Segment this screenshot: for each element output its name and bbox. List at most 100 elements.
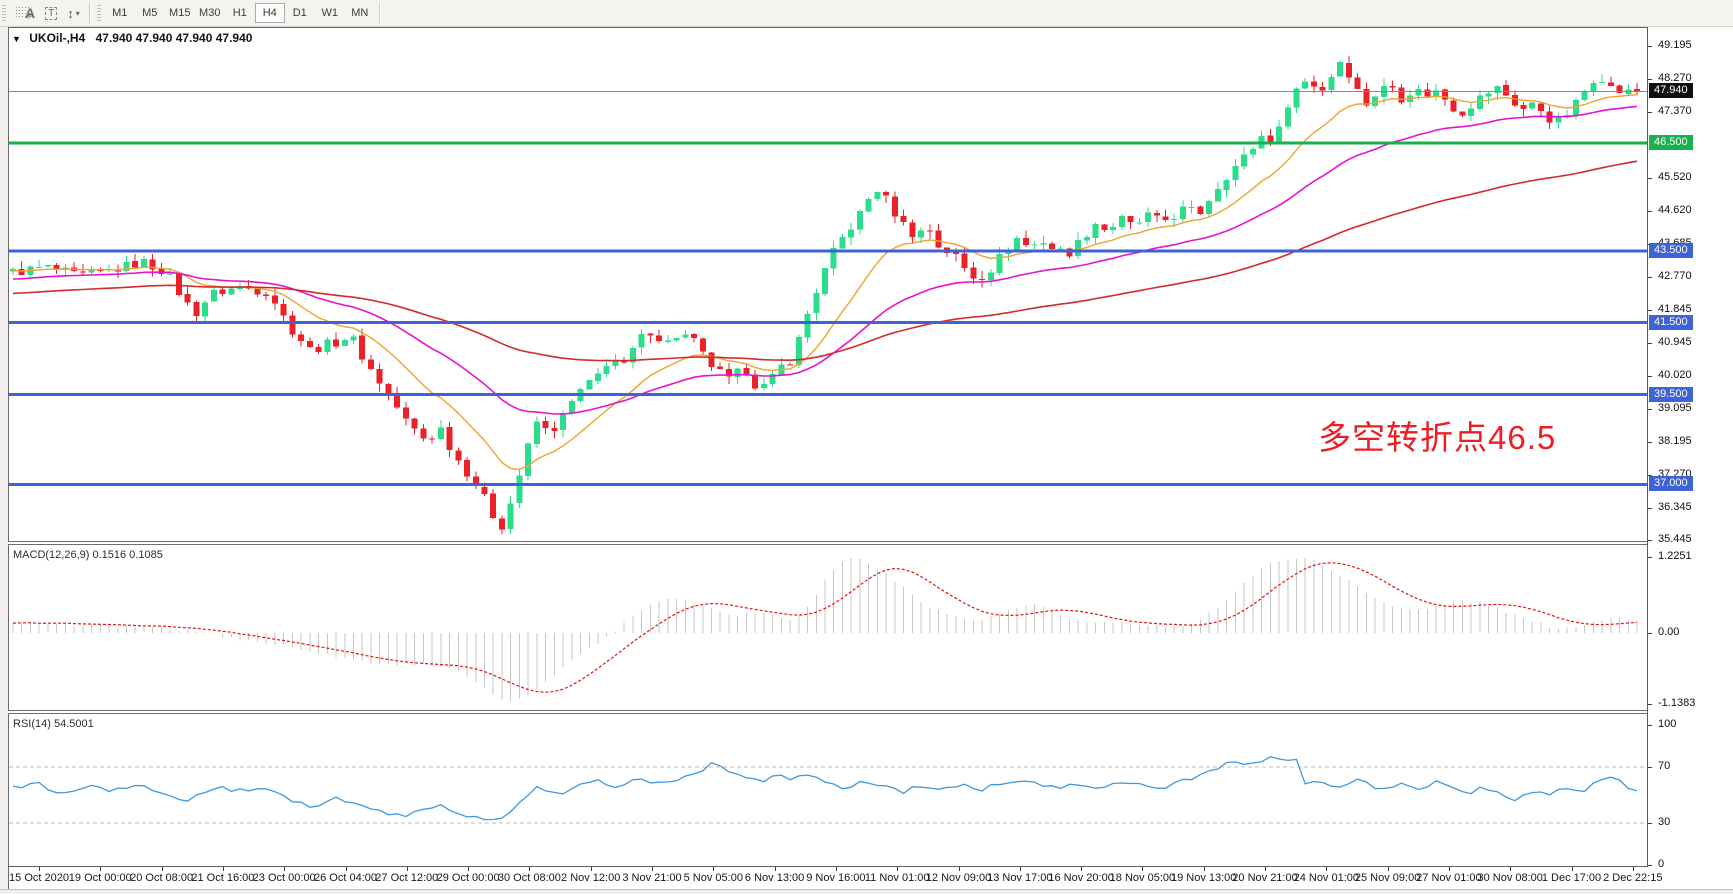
price-tick-label: 45.520 — [1658, 171, 1692, 184]
rsi-indicator-chart[interactable] — [9, 715, 1647, 866]
time-tick-mark — [1387, 867, 1389, 871]
timeframe-button-w1[interactable]: W1 — [315, 3, 345, 23]
chart-symbol-period: UKOil-,H4 — [29, 31, 86, 45]
price-tick-label: 40.945 — [1658, 335, 1692, 348]
price-tick-mark — [1648, 508, 1652, 510]
time-tick-mark — [1265, 867, 1266, 871]
snap-grid-icon[interactable]: F — [10, 2, 33, 24]
chart-frame-top — [8, 27, 1733, 28]
snap-grid-glyph: F — [16, 7, 33, 20]
chart-title: ▼ UKOil-,H4 47.940 47.940 47.940 47.940 — [12, 31, 252, 45]
macd-scale-label: -1.1383 — [1658, 696, 1696, 709]
time-tick-label: 27 Nov 01:00 — [1416, 872, 1482, 884]
time-scale[interactable]: 15 Oct 2020 19 Oct 00:00 20 Oct 08:00 21 Oc… — [9, 867, 1733, 888]
price-tick-mark — [1648, 310, 1652, 312]
price-tick-label: 35.445 — [1658, 533, 1692, 546]
timeframe-button-m1[interactable]: M1 — [105, 3, 135, 23]
rsi-tick-mark — [1648, 865, 1652, 866]
macd-scale-label: 0.00 — [1658, 626, 1680, 638]
price-level-badge: 46.500 — [1649, 135, 1693, 151]
time-tick-mark — [590, 867, 592, 871]
price-tick-mark — [1648, 342, 1652, 344]
text-tool-glyph: T — [45, 6, 58, 20]
price-tick-mark — [1648, 474, 1652, 476]
chart-frame-left — [8, 27, 9, 889]
panel-splitter-rsi[interactable] — [8, 710, 1733, 714]
time-tick-mark — [1019, 867, 1021, 871]
top-toolbar: F A T ↕ ▾ M1 M5 M15 M30 H1 H4 D1 W1 MN — [0, 0, 1733, 27]
chart-quote-values: 47.940 47.940 47.940 47.940 — [95, 31, 253, 45]
time-tick-mark — [713, 867, 715, 871]
price-scale[interactable]: 49.19548.27047.37045.52044.62043.68542.7… — [1648, 27, 1733, 889]
macd-indicator-chart[interactable] — [9, 546, 1647, 710]
rsi-level-lines — [9, 766, 1647, 824]
time-tick-mark — [284, 867, 286, 871]
timeframe-button-h1[interactable]: H1 — [225, 3, 255, 23]
time-tick-mark — [222, 867, 224, 871]
timeframe-button-d1[interactable]: D1 — [285, 3, 315, 23]
macd-label: MACD(12,26,9) 0.1516 0.1085 — [13, 549, 163, 561]
price-tick-mark — [1648, 178, 1652, 180]
price-tick-mark — [1648, 375, 1652, 377]
price-tick-mark — [1648, 277, 1652, 279]
time-tick-label: 19 Oct 00:00 — [68, 872, 132, 884]
time-tick-mark — [39, 867, 40, 871]
time-tick-mark — [1203, 867, 1205, 871]
text-tool-icon[interactable]: T — [40, 2, 62, 24]
time-tick-mark — [1081, 867, 1083, 871]
time-tick-label: 16 Nov 20:00 — [1048, 872, 1114, 884]
timeframe-button-m5[interactable]: M5 — [135, 3, 165, 23]
time-tick-label: 11 Nov 01:00 — [864, 872, 930, 884]
time-tick-label: 25 Nov 09:00 — [1354, 872, 1421, 884]
time-tick-label: 5 Nov 05:00 — [683, 872, 743, 884]
time-tick-label: 30 Oct 08:00 — [497, 872, 561, 884]
svg-text:F: F — [28, 12, 33, 20]
timeframe-button-m30[interactable]: M30 — [195, 3, 225, 23]
time-tick-label: 21 Oct 16:00 — [191, 872, 255, 884]
time-tick-label: 23 Oct 00:00 — [252, 872, 316, 884]
timeframe-toolbar-grip[interactable] — [96, 5, 101, 21]
macd-scale-label: 1.2251 — [1658, 549, 1692, 562]
price-tick-label: 39.095 — [1658, 402, 1692, 415]
time-tick-label: 3 Nov 21:00 — [622, 872, 682, 884]
macd-tick-mark — [1648, 556, 1652, 558]
price-tick-mark — [1648, 79, 1652, 81]
arrange-objects-icon[interactable]: ↕ ▾ — [62, 2, 85, 24]
rsi-tick-mark — [1648, 823, 1652, 824]
chart-annotation-text[interactable]: 多空转折点46.5 — [1318, 419, 1557, 456]
panel-splitter-macd[interactable] — [8, 541, 1733, 545]
price-tick-label: 42.770 — [1658, 270, 1692, 283]
chevron-down-icon: ▾ — [75, 8, 80, 18]
main-price-chart[interactable] — [9, 28, 1647, 542]
time-tick-label: 13 Nov 17:00 — [987, 872, 1053, 884]
timeframe-button-m15[interactable]: M15 — [165, 3, 195, 23]
timeframe-button-h4[interactable]: H4 — [254, 3, 285, 23]
time-tick-mark — [835, 867, 837, 871]
time-tick-mark — [652, 867, 653, 871]
macd-tick-mark — [1648, 703, 1652, 705]
macd-tick-mark — [1648, 633, 1652, 634]
time-tick-mark — [1326, 867, 1328, 871]
time-tick-label: 30 Nov 08:00 — [1477, 872, 1543, 884]
time-tick-label: 18 Nov 05:00 — [1109, 872, 1176, 884]
time-tick-label: 27 Oct 12:00 — [375, 872, 439, 884]
arrange-glyph: ↕ — [67, 5, 74, 21]
chart-collapse-caret-icon[interactable]: ▼ — [12, 34, 21, 44]
price-tick-label: 48.270 — [1658, 72, 1692, 85]
time-tick-mark — [468, 867, 470, 871]
price-level-badge: 39.500 — [1649, 386, 1693, 402]
time-tick-label: 24 Nov 01:00 — [1293, 872, 1360, 884]
toolbar-grip[interactable] — [2, 5, 6, 21]
macd-signal-line — [12, 562, 1638, 693]
time-tick-label: 6 Nov 13:00 — [744, 872, 805, 884]
rsi-tick-mark — [1648, 725, 1652, 726]
price-tick-mark — [1648, 111, 1652, 113]
timeframe-button-mn[interactable]: MN — [345, 3, 375, 23]
time-tick-label: 2 Dec 22:15 — [1603, 872, 1663, 884]
text-label-icon[interactable]: A — [20, 2, 40, 24]
rsi-label: RSI(14) 54.5001 — [13, 718, 94, 730]
toolbar-separator — [378, 3, 381, 23]
time-tick-label: 26 Oct 04:00 — [314, 872, 377, 884]
price-tick-label: 49.195 — [1658, 39, 1692, 52]
rsi-scale-label: 0 — [1658, 858, 1665, 870]
